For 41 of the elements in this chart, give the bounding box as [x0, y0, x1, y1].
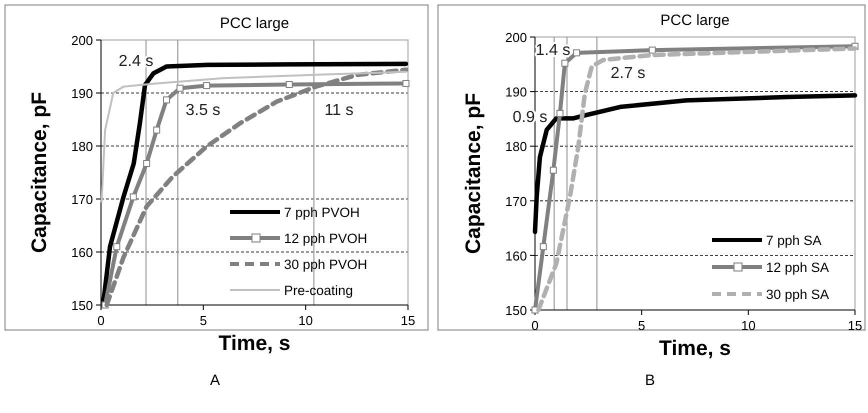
x-axis-title: Time, s [218, 332, 290, 355]
y-tick-label: 170 [505, 194, 527, 209]
y-axis-title: Capacitance, pF [28, 92, 51, 254]
annotation: 2.7 s [610, 65, 646, 82]
y-tick-label: 180 [71, 139, 93, 154]
y-tick-label: 170 [71, 192, 93, 207]
x-tick-label: 5 [200, 313, 207, 328]
annotation: 3.5 s [186, 102, 220, 119]
y-axis-title: Capacitance, pF [462, 92, 485, 254]
legend-label: Pre-coating [284, 283, 354, 298]
y-tick-label: 180 [505, 139, 527, 154]
y-tick-label: 190 [71, 86, 93, 101]
x-tick-label: 15 [400, 313, 416, 328]
y-tick-label: 150 [505, 303, 527, 318]
legend-label: 12 pph SA [766, 260, 830, 275]
legend-label: 12 pph PVOH [284, 231, 368, 246]
chart-title: PCC large [220, 15, 290, 32]
chart-title: PCC large [660, 12, 730, 29]
legend-label: 7 pph SA [766, 233, 822, 248]
x-tick-label: 10 [741, 318, 756, 333]
y-tick-label: 200 [71, 33, 93, 48]
x-tick-label: 10 [298, 313, 313, 328]
y-tick-label: 160 [505, 248, 527, 264]
legend-label: 30 pph SA [766, 287, 830, 302]
annotation: 11 s [324, 102, 354, 119]
annotation: 2.4 s [118, 53, 154, 70]
text: B [644, 372, 656, 389]
y-tick-label: 150 [71, 298, 93, 313]
y-tick-label: 160 [71, 245, 93, 260]
legend-label: 30 pph PVOH [284, 257, 368, 272]
x-tick-label: 5 [638, 318, 646, 333]
x-tick-label: 0 [97, 313, 105, 328]
x-tick-label: 15 [848, 318, 862, 333]
x-axis-title: Time, s [659, 337, 731, 360]
x-tick-label: 0 [531, 318, 539, 333]
text: A [210, 372, 220, 389]
annotation: 1.4 s [536, 42, 570, 59]
legend-label: 7 pph PVOH [284, 205, 360, 220]
y-tick-label: 190 [505, 84, 527, 100]
y-tick-label: 200 [505, 30, 527, 45]
annotation: 0.9 s [512, 109, 548, 126]
